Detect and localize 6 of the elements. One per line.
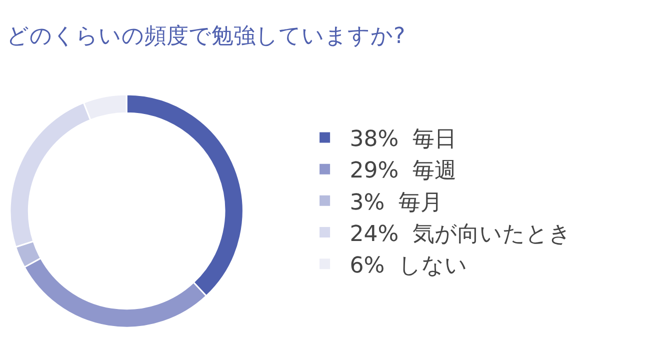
legend-label: 24% 気が向いたとき	[350, 222, 572, 247]
chart-title: どのくらいの頻度で勉強していますか?	[6, 24, 406, 49]
legend-label: 3% 毎月	[350, 190, 443, 216]
legend-label: 29% 毎週	[350, 158, 457, 184]
legend-label: 38% 毎日	[350, 127, 457, 152]
legend-label: 6% しない	[350, 253, 468, 278]
